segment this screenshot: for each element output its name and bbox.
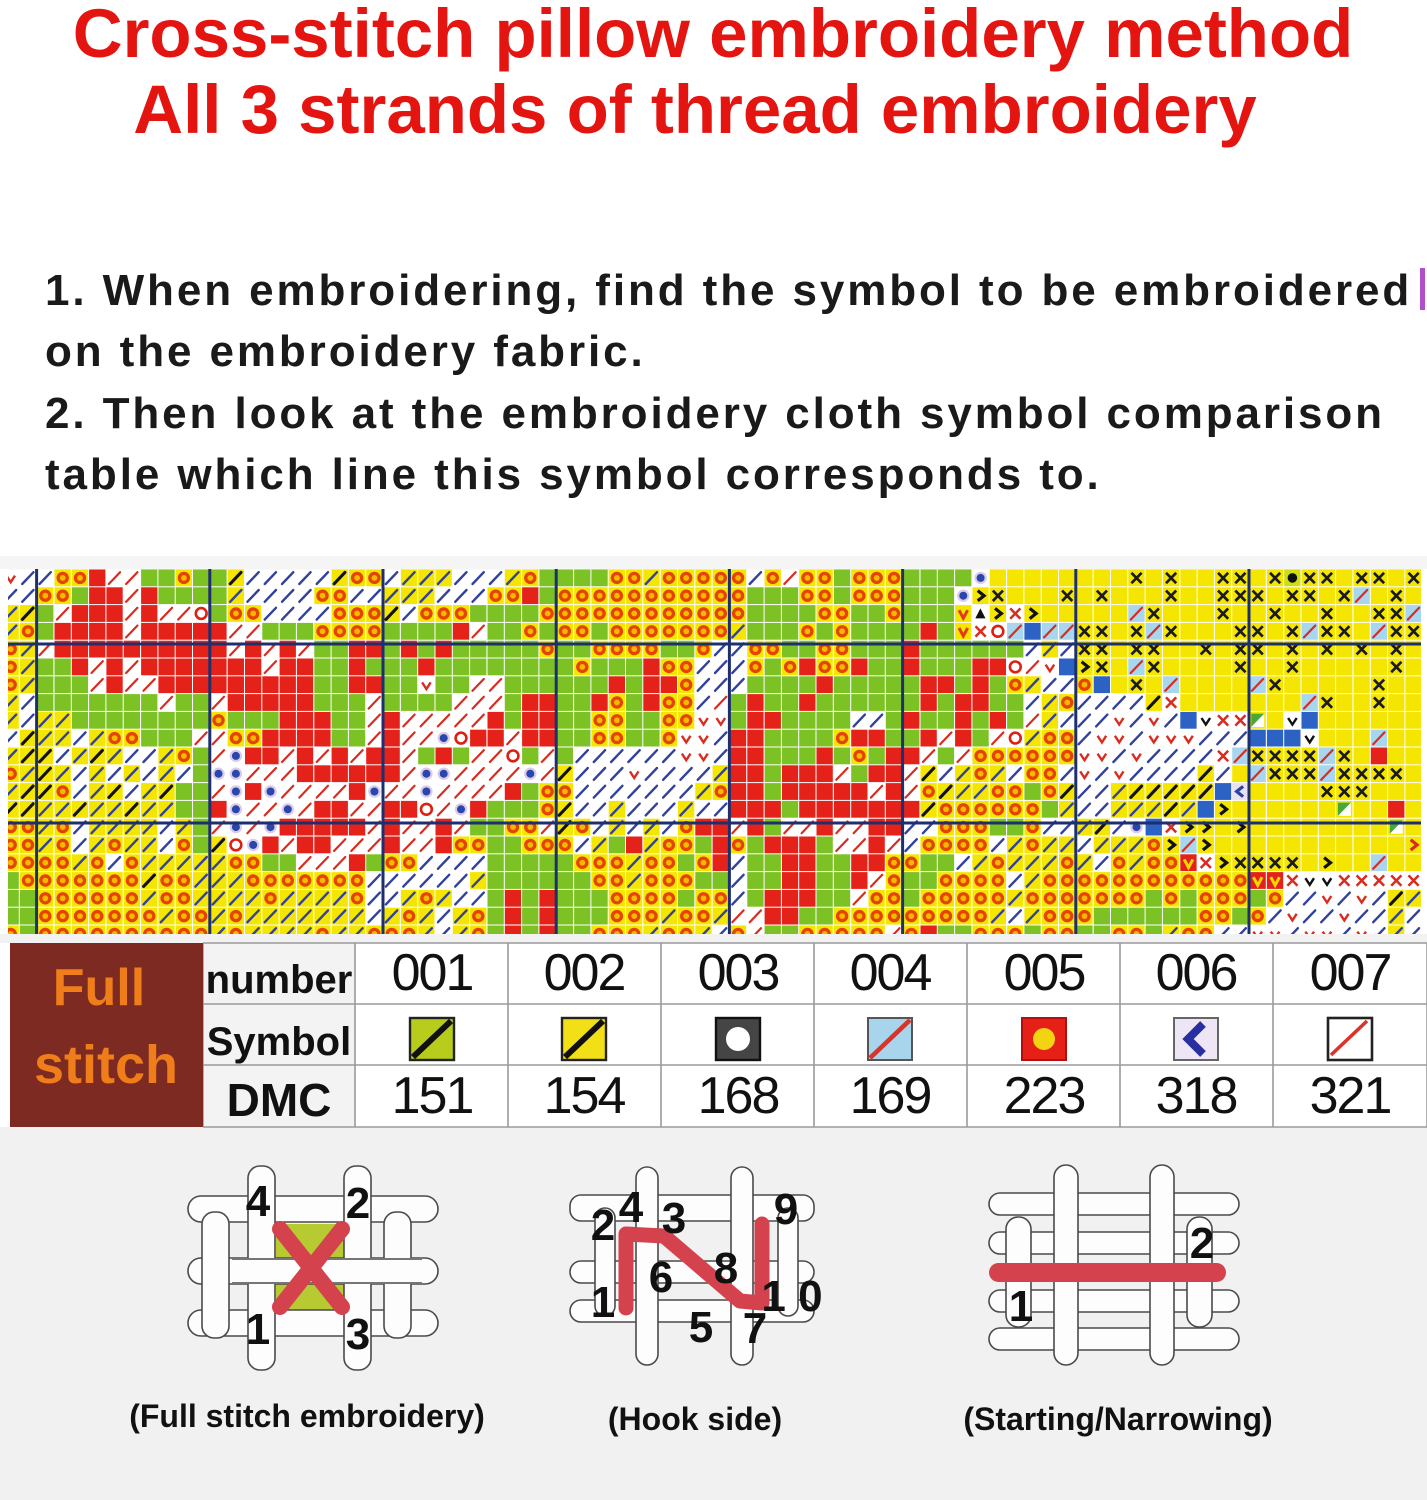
- svg-text:2: 2: [591, 1201, 615, 1250]
- svg-text:005: 005: [1004, 944, 1085, 1002]
- svg-text:1: 1: [246, 1305, 270, 1354]
- svg-text:223: 223: [1004, 1067, 1085, 1125]
- svg-text:on the embroidery fabric.: on the embroidery fabric.: [45, 327, 646, 376]
- svg-text:3: 3: [662, 1194, 686, 1243]
- svg-text:2. Then look at the embroidery: 2. Then look at the embroidery cloth sym…: [45, 389, 1385, 438]
- svg-text:5: 5: [689, 1303, 713, 1352]
- svg-text:9: 9: [774, 1185, 798, 1234]
- svg-text:6: 6: [649, 1253, 673, 1302]
- svg-text:1. When embroidering, find the: 1. When embroidering, find the symbol to…: [45, 266, 1412, 315]
- svg-text:006: 006: [1156, 944, 1237, 1002]
- svg-text:stitch: stitch: [34, 1035, 178, 1095]
- svg-text:Cross-stitch pillow embroidery: Cross-stitch pillow embroidery method: [73, 0, 1354, 72]
- svg-text:Full: Full: [53, 959, 145, 1017]
- svg-text:001: 001: [392, 944, 473, 1002]
- svg-text:169: 169: [850, 1067, 931, 1125]
- svg-text:321: 321: [1310, 1067, 1391, 1125]
- svg-text:4: 4: [246, 1177, 271, 1226]
- svg-text:DMC: DMC: [227, 1074, 332, 1126]
- svg-text:1: 1: [591, 1278, 615, 1327]
- svg-text:1: 1: [1009, 1282, 1033, 1331]
- svg-text:3: 3: [346, 1310, 370, 1359]
- svg-text:154: 154: [544, 1067, 626, 1125]
- svg-text:003: 003: [698, 944, 779, 1002]
- svg-text:All 3 strands of thread embroi: All 3 strands of thread embroidery: [133, 71, 1256, 148]
- svg-text:table which line this symbol c: table which line this symbol corresponds…: [45, 450, 1102, 499]
- svg-text:2: 2: [1190, 1219, 1214, 1268]
- svg-text:1 0: 1 0: [761, 1272, 822, 1321]
- svg-text:(Hook side): (Hook side): [608, 1401, 782, 1437]
- svg-text:002: 002: [544, 944, 625, 1002]
- svg-text:8: 8: [714, 1244, 738, 1293]
- svg-text:Symbol: Symbol: [207, 1020, 351, 1064]
- svg-text:168: 168: [698, 1067, 779, 1125]
- svg-text:151: 151: [392, 1067, 473, 1125]
- svg-text:4: 4: [619, 1183, 644, 1232]
- svg-text:318: 318: [1156, 1067, 1237, 1125]
- svg-text:004: 004: [850, 944, 932, 1002]
- svg-text:2: 2: [346, 1179, 370, 1228]
- svg-text:(Full stitch embroidery): (Full stitch embroidery): [129, 1398, 485, 1434]
- svg-text:(Starting/Narrowing): (Starting/Narrowing): [963, 1401, 1272, 1437]
- svg-text:7: 7: [743, 1304, 767, 1353]
- svg-text:number: number: [206, 958, 353, 1002]
- svg-text:007: 007: [1310, 944, 1391, 1002]
